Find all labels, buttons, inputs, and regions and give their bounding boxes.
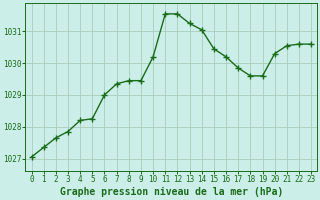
X-axis label: Graphe pression niveau de la mer (hPa): Graphe pression niveau de la mer (hPa) <box>60 187 283 197</box>
